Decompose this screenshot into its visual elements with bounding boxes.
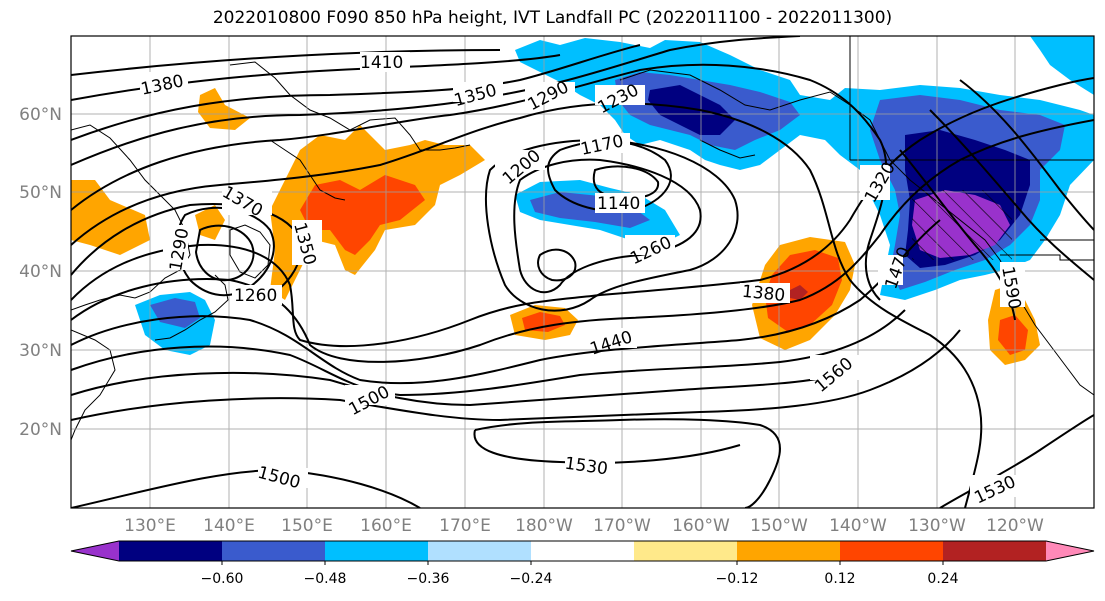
lat-label: 20°N <box>19 420 62 440</box>
longitude-labels: 130°E 140°E 150°E 160°E 170°E 180°W 170°… <box>124 516 1044 536</box>
hatched-region <box>912 190 1012 260</box>
lon-label: 150°W <box>750 516 808 536</box>
colorbar-segment <box>737 541 841 561</box>
negative-region <box>1030 36 1094 95</box>
colorbar-tick-label: −0.60 <box>201 571 244 587</box>
lon-label: 150°E <box>281 516 333 536</box>
contour-label: 1140 <box>597 194 640 214</box>
lon-label: 120°W <box>986 516 1044 536</box>
lon-label: 130°E <box>124 516 176 536</box>
colorbar-segment <box>222 541 326 561</box>
colorbar-segment <box>531 541 635 561</box>
colorbar-tick-label: −0.48 <box>304 571 347 587</box>
colorbar-tick-label: −0.12 <box>716 571 759 587</box>
lat-label: 60°N <box>19 105 62 125</box>
colorbar-segment <box>325 541 429 561</box>
lon-label: 170°W <box>593 516 651 536</box>
map-frame <box>70 35 1095 509</box>
lon-label: 180°W <box>515 516 573 536</box>
negative-region <box>648 85 735 135</box>
latitude-labels: 60°N 50°N 40°N 30°N 20°N <box>19 105 62 440</box>
lon-label: 160°E <box>360 516 412 536</box>
lon-label: 140°E <box>203 516 255 536</box>
colorbar-tick-label: −0.24 <box>510 571 553 587</box>
positive-region <box>195 205 225 240</box>
positive-region <box>998 315 1028 355</box>
negative-region <box>150 298 200 328</box>
colorbar-outline <box>70 540 1095 562</box>
contour-label: 1500 <box>255 463 302 494</box>
lon-label: 130°W <box>908 516 966 536</box>
lon-label: 170°E <box>439 516 491 536</box>
colorbar: −0.60 −0.48 −0.36 −0.24 −0.12 0.12 0.24 <box>70 540 1095 587</box>
lon-label: 160°W <box>672 516 730 536</box>
colorbar-tick-label: 0.24 <box>927 571 958 587</box>
lon-label: 140°W <box>829 516 887 536</box>
figure-title: 2022010800 F090 850 hPa height, IVT Land… <box>212 8 893 28</box>
colorbar-segment <box>943 541 1047 561</box>
colorbar-segment <box>428 541 532 561</box>
colorbar-segment <box>840 541 944 561</box>
positive-region <box>300 175 425 255</box>
contour-label: 1260 <box>234 286 277 306</box>
colorbar-tick-label: −0.36 <box>407 571 450 587</box>
negative-region <box>530 192 650 228</box>
positive-region <box>790 285 808 300</box>
colorbar-extend-high <box>1046 541 1094 561</box>
contour-label: 1380 <box>741 282 786 306</box>
lat-label: 40°N <box>19 262 62 282</box>
colorbar-extend-low <box>71 541 119 561</box>
contour-label: 1410 <box>360 53 403 73</box>
lat-label: 50°N <box>19 183 62 203</box>
colorbar-segment <box>634 541 738 561</box>
colorbar-segment <box>119 541 223 561</box>
colorbar-tick-label: 0.12 <box>824 571 855 587</box>
contour-label: 1370 <box>219 182 266 221</box>
lat-label: 30°N <box>19 341 62 361</box>
